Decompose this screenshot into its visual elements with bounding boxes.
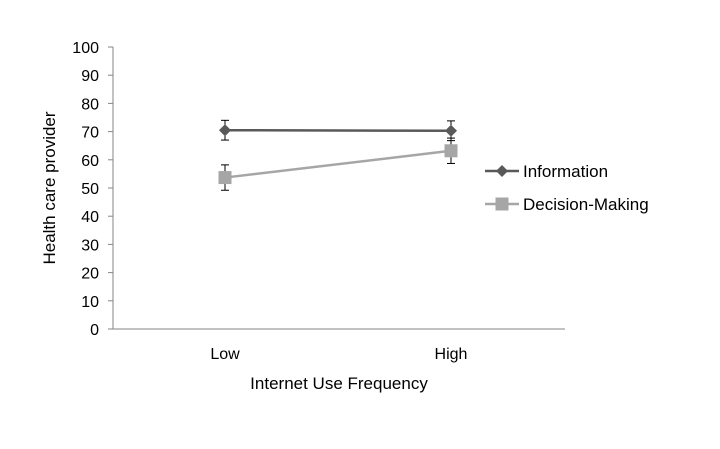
legend-label: Information (523, 162, 608, 181)
y-tick-label: 0 (90, 322, 99, 339)
series-line (224, 149, 452, 179)
y-tick-label: 10 (81, 294, 99, 311)
y-axis-ticks: 0 10 20 30 40 50 60 70 80 90 100 (72, 40, 113, 339)
data-point (445, 124, 457, 137)
legend-item: Information (485, 162, 608, 181)
y-tick-label: 60 (81, 153, 99, 170)
y-tick-label: 70 (81, 125, 99, 142)
x-axis-title: Internet Use Frequency (250, 374, 428, 393)
y-tick-label: 30 (81, 237, 99, 254)
legend-label: Decision-Making (523, 195, 649, 214)
data-point (219, 124, 231, 137)
y-tick-label: 100 (72, 40, 99, 57)
legend-marker (495, 197, 509, 211)
series-layer (218, 119, 458, 191)
data-point (444, 144, 458, 158)
legend-item: Decision-Making (485, 195, 649, 214)
x-axis-ticks: Low High (210, 346, 467, 363)
y-tick-label: 50 (81, 181, 99, 198)
series-decision-making (218, 137, 458, 191)
plot-area: 0 10 20 30 40 50 60 70 80 90 100 Low High (72, 40, 565, 363)
y-tick-label: 90 (81, 68, 99, 85)
series-line (224, 128, 452, 133)
legend-marker (496, 165, 508, 177)
x-tick-label: High (435, 346, 468, 363)
data-point (218, 171, 232, 185)
x-tick-label: Low (210, 346, 240, 363)
y-tick-label: 80 (81, 96, 99, 113)
y-axis-title: Health care provider (40, 111, 59, 264)
legend: Information Decision-Making (485, 162, 649, 214)
y-tick-label: 40 (81, 209, 99, 226)
series-information (219, 119, 457, 142)
y-tick-label: 20 (81, 266, 99, 283)
